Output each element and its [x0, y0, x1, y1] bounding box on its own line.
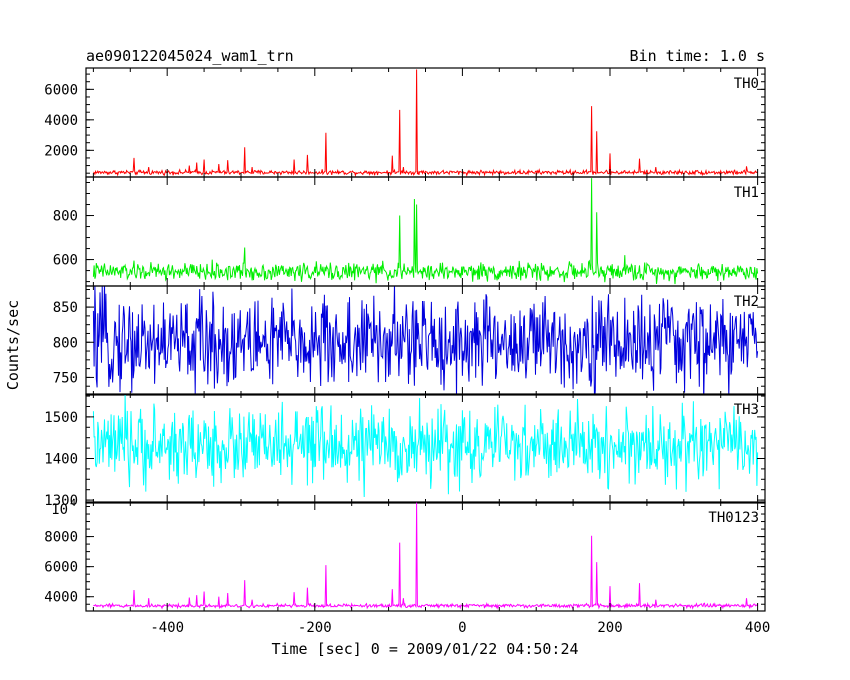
- y-tick-label: 2000: [44, 143, 78, 159]
- panel-th0: 2000 4000 6000 TH0: [44, 67, 766, 178]
- x-tick-label: -200: [298, 620, 332, 636]
- panel-th0123: 4000 6000 8000 TH0123 10 4: [44, 498, 766, 612]
- y-tick-label: 1500: [44, 410, 78, 426]
- y-tick-label: 4000: [44, 590, 78, 606]
- y-tick-label: 750: [53, 370, 78, 386]
- series-line-th3: [92, 395, 759, 498]
- x-axis-title: Time [sec] 0 = 2009/01/22 04:50:24: [271, 640, 578, 658]
- series-line-th2: [92, 286, 759, 395]
- series-line-th0: [93, 69, 758, 177]
- panels-group: 2000 4000 6000 TH0 600 800 TH1 750 800 850 TH2 1300…: [44, 67, 766, 612]
- y-tick-label: 1400: [44, 451, 78, 467]
- y-scale-exponent-label: 4: [70, 498, 76, 509]
- header-left-title: ae090122045024_wam1_trn: [86, 47, 294, 65]
- panel-label-th2: TH2: [734, 294, 759, 310]
- y-tick-label: 8000: [44, 530, 78, 546]
- header-bin-time: Bin time: 1.0 s: [630, 47, 765, 65]
- panel-label-th0123: TH0123: [708, 510, 759, 526]
- y-tick-label: 600: [53, 253, 78, 269]
- series-line-th0123: [93, 502, 759, 610]
- panel-th3: 1300 1400 1500 TH3: [44, 393, 766, 509]
- y-tick-label: 6000: [44, 82, 78, 98]
- panel-label-th3: TH3: [734, 402, 759, 418]
- y-axis-title: Counts/sec: [4, 300, 22, 390]
- x-tick-label: 400: [745, 620, 770, 636]
- panel-frame: [85, 67, 766, 178]
- y-tick-label: 6000: [44, 560, 78, 576]
- panel-label-th0: TH0: [734, 76, 759, 92]
- y-tick-label: 800: [53, 335, 78, 351]
- x-tick-label: 0: [458, 620, 466, 636]
- y-tick-label: 850: [53, 300, 78, 316]
- y-tick-label: 4000: [44, 113, 78, 129]
- x-axis: -400 -200 0 200 400: [150, 620, 770, 636]
- y-tick-label: 1300: [44, 493, 78, 509]
- panel-th1: 600 800 TH1: [53, 176, 766, 287]
- panel-label-th1: TH1: [734, 185, 759, 201]
- series-line-th1: [92, 178, 759, 285]
- x-tick-label: -400: [150, 620, 184, 636]
- y-scale-base-label: 10: [51, 502, 68, 518]
- panel-th2: 750 800 850 TH2: [53, 285, 766, 396]
- panel-frame: [85, 501, 766, 612]
- x-tick-label: 200: [597, 620, 622, 636]
- y-tick-label: 800: [53, 209, 78, 225]
